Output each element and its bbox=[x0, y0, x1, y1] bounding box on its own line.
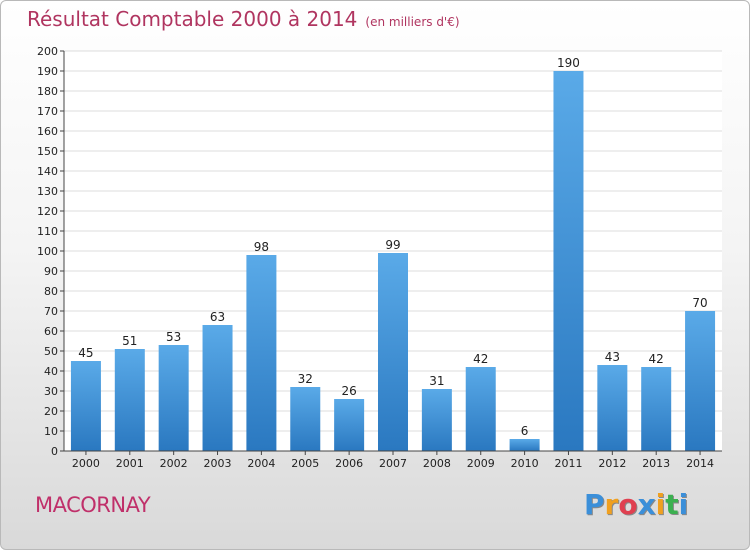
x-tick-label-2013: 2013 bbox=[642, 457, 670, 470]
data-label-2001: 51 bbox=[122, 334, 137, 348]
data-label-2004: 98 bbox=[254, 240, 269, 254]
y-tick-label: 80 bbox=[44, 285, 58, 298]
data-label-2006: 26 bbox=[341, 384, 356, 398]
y-tick-label: 140 bbox=[37, 165, 58, 178]
x-tick-label-2003: 2003 bbox=[204, 457, 232, 470]
bar-2005 bbox=[290, 387, 321, 451]
chart-subtitle: (en milliers d'€) bbox=[365, 15, 460, 29]
data-label-2012: 43 bbox=[605, 350, 620, 364]
town-name: MACORNAY bbox=[35, 493, 151, 517]
bar-2010 bbox=[509, 439, 540, 451]
y-tick-label: 190 bbox=[37, 65, 58, 78]
x-tick-label-2009: 2009 bbox=[467, 457, 495, 470]
x-tick-label-2010: 2010 bbox=[511, 457, 539, 470]
y-tick-label: 0 bbox=[51, 445, 58, 458]
y-axis-ticks: 0 10 20 30 40 50 60 70 80 90 100 110 120 130 140 150 160… bbox=[37, 45, 64, 458]
x-tick-label-2008: 2008 bbox=[423, 457, 451, 470]
bar-2014 bbox=[685, 311, 716, 451]
logo-letter: P bbox=[584, 488, 605, 521]
y-tick-label: 130 bbox=[37, 185, 58, 198]
x-tick-label-2002: 2002 bbox=[160, 457, 188, 470]
bar-2001 bbox=[114, 349, 145, 451]
bar-2004 bbox=[246, 255, 277, 451]
y-tick-label: 40 bbox=[44, 365, 58, 378]
y-tick-label: 60 bbox=[44, 325, 58, 338]
data-label-2010: 6 bbox=[521, 424, 529, 438]
x-tick-label-2006: 2006 bbox=[335, 457, 363, 470]
y-tick-label: 20 bbox=[44, 405, 58, 418]
y-tick-label: 110 bbox=[37, 225, 58, 238]
data-label-2008: 31 bbox=[429, 374, 444, 388]
y-tick-label: 90 bbox=[44, 265, 58, 278]
x-tick-label-2005: 2005 bbox=[291, 457, 319, 470]
y-tick-label: 120 bbox=[37, 205, 58, 218]
y-tick-label: 100 bbox=[37, 245, 58, 258]
data-label-2009: 42 bbox=[473, 352, 488, 366]
y-tick-label: 200 bbox=[37, 45, 58, 58]
bar-2013 bbox=[641, 367, 672, 451]
y-tick-label: 160 bbox=[37, 125, 58, 138]
y-tick-label: 50 bbox=[44, 345, 58, 358]
x-tick-label-2014: 2014 bbox=[686, 457, 714, 470]
logo-letter: r bbox=[604, 488, 619, 521]
data-label-2013: 42 bbox=[649, 352, 664, 366]
data-label-2005: 32 bbox=[298, 372, 313, 386]
bar-2008 bbox=[421, 389, 452, 451]
bar-2002 bbox=[158, 345, 189, 451]
chart-title: Résultat Comptable 2000 à 2014 (en millie… bbox=[27, 7, 460, 31]
bar-2012 bbox=[597, 365, 628, 451]
x-axis-ticks: 2000 2001 2002 2003 2004 2005 2006 2007 2008 2009… bbox=[72, 451, 714, 470]
y-tick-label: 150 bbox=[37, 145, 58, 158]
x-tick-label-2007: 2007 bbox=[379, 457, 407, 470]
bar-2007 bbox=[378, 253, 408, 451]
data-label-2002: 53 bbox=[166, 330, 181, 344]
y-tick-label: 170 bbox=[37, 105, 58, 118]
x-tick-label-2011: 2011 bbox=[554, 457, 582, 470]
logo-letter: x bbox=[637, 488, 656, 521]
y-tick-label: 70 bbox=[44, 305, 58, 318]
bar-2009 bbox=[465, 367, 496, 451]
data-label-2000: 45 bbox=[78, 346, 93, 360]
logo-letter: t bbox=[665, 488, 679, 521]
bar-2011 bbox=[553, 71, 584, 451]
data-label-2014: 70 bbox=[692, 296, 707, 310]
y-tick-label: 30 bbox=[44, 385, 58, 398]
data-label-2011: 190 bbox=[557, 56, 580, 70]
y-tick-label: 180 bbox=[37, 85, 58, 98]
data-labels: 45 51 53 63 98 32 26 99 31 42 6 190 43 42 70 bbox=[78, 56, 707, 438]
proxiti-logo: Proxiti bbox=[584, 488, 688, 521]
data-label-2007: 99 bbox=[385, 238, 400, 252]
logo-letter: o bbox=[618, 488, 638, 521]
y-tick-label: 10 bbox=[44, 425, 58, 438]
x-tick-label-2001: 2001 bbox=[116, 457, 144, 470]
bars bbox=[70, 71, 716, 451]
x-tick-label-2012: 2012 bbox=[598, 457, 626, 470]
bar-2000 bbox=[70, 361, 101, 451]
x-tick-label-2004: 2004 bbox=[247, 457, 275, 470]
bar-2006 bbox=[334, 399, 365, 451]
bar-2003 bbox=[202, 325, 233, 451]
x-tick-label-2000: 2000 bbox=[72, 457, 100, 470]
logo-letter: i bbox=[655, 488, 666, 521]
data-label-2003: 63 bbox=[210, 310, 225, 324]
logo-letter: i bbox=[678, 488, 689, 521]
